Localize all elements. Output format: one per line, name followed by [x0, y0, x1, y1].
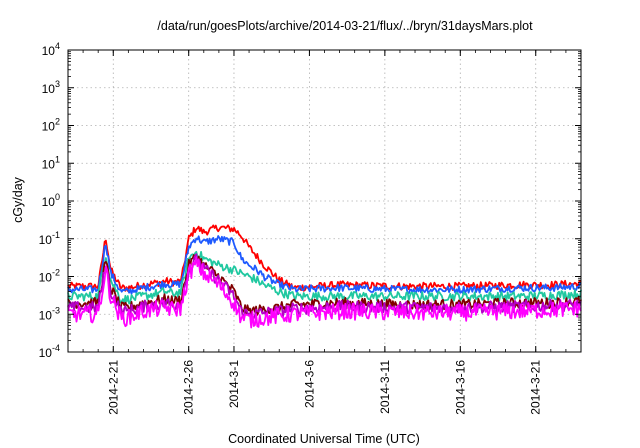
axis-ticks: 10-4 10-3 10-2 10-1 100 101 102 103 104 2014-2-21…: [39, 41, 582, 415]
series-line: [67, 235, 582, 295]
y-tick-label: 104: [42, 41, 60, 58]
y-tick-label: 101: [42, 154, 60, 171]
x-tick-label: 2014-3-1: [227, 360, 241, 408]
y-tick-label: 10-1: [39, 230, 60, 247]
series-line: [67, 253, 582, 319]
y-tick-label: 10-3: [39, 305, 60, 322]
x-tick-label: 2014-3-6: [302, 360, 316, 408]
y-axis-label: cGy/day: [11, 176, 25, 223]
y-tick-label: 103: [42, 79, 60, 96]
plot-frame: [67, 49, 582, 353]
chart-title: /data/run/goesPlots/archive/2014-03-21/f…: [157, 19, 533, 33]
y-tick-label: 102: [42, 117, 60, 134]
series-lines: [67, 224, 582, 329]
y-tick-label: 10-4: [39, 343, 60, 360]
x-tick-label: 2014-3-21: [529, 360, 543, 415]
x-tick-label: 2014-2-21: [106, 360, 120, 415]
y-tick-label: 100: [42, 192, 60, 209]
series-line: [67, 250, 582, 305]
series-line: [67, 256, 582, 329]
x-axis-label: Coordinated Universal Time (UTC): [228, 432, 420, 446]
x-tick-label: 2014-2-26: [182, 360, 196, 415]
series-line: [67, 224, 582, 292]
x-tick-label: 2014-3-16: [453, 360, 467, 415]
y-tick-label: 10-2: [39, 268, 60, 285]
x-tick-label: 2014-3-11: [378, 360, 392, 414]
